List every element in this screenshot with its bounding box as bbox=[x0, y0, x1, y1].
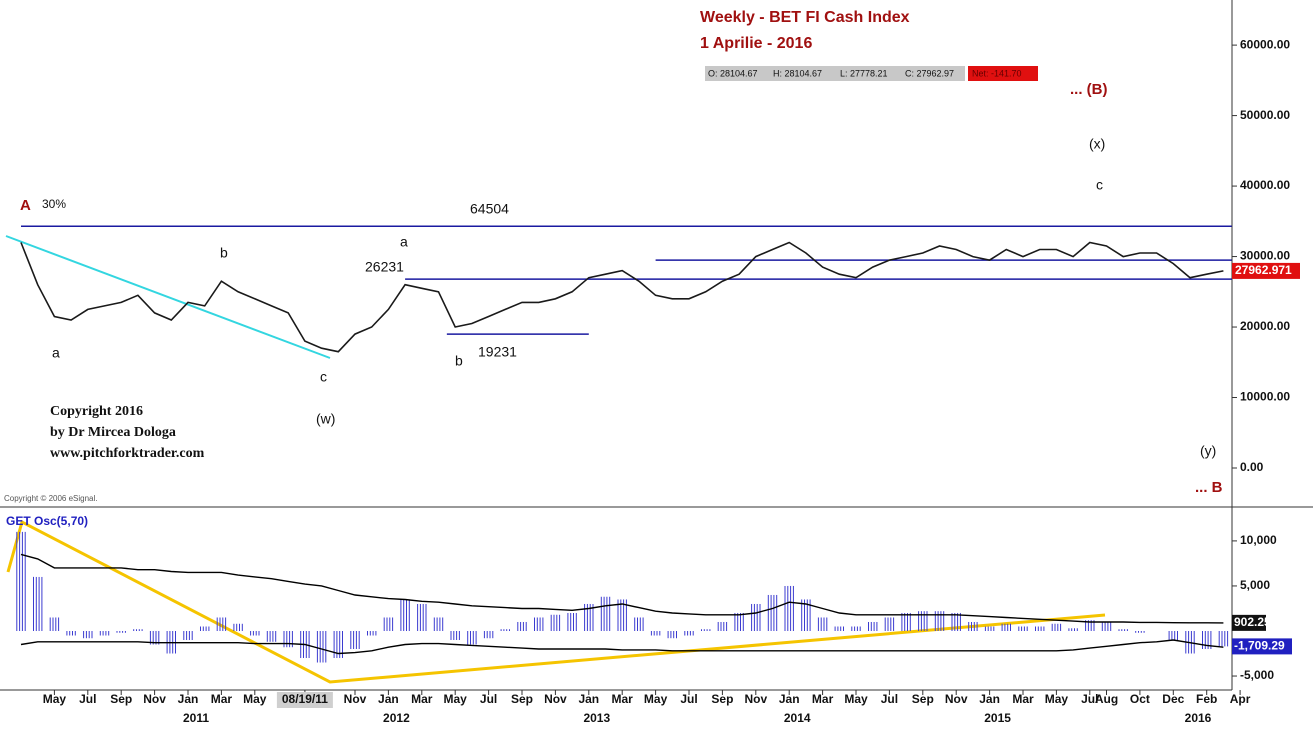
last-price-label: 27962.971 bbox=[1235, 263, 1292, 277]
y-tick-label: 0.00 bbox=[1240, 460, 1264, 474]
year-label: 2014 bbox=[784, 711, 811, 725]
net: Net: -141.70 bbox=[972, 68, 1022, 78]
x-tick-label: May bbox=[1045, 692, 1069, 706]
annotation: ... (B) bbox=[1070, 81, 1108, 98]
annotation: (y) bbox=[1200, 443, 1216, 459]
x-tick-label: May bbox=[243, 692, 267, 706]
trend-line bbox=[5, 235, 331, 359]
x-tick-label: Jan bbox=[578, 692, 599, 706]
osc-title: GET Osc(5,70) bbox=[6, 514, 88, 528]
x-tick-label: May bbox=[844, 692, 868, 706]
copyright: www.pitchforktrader.com bbox=[50, 446, 205, 461]
annotation: c bbox=[1096, 177, 1103, 193]
source: Copyright © 2006 eSignal. bbox=[4, 494, 98, 503]
x-tick-label: Sep bbox=[110, 692, 132, 706]
annotation: b bbox=[220, 245, 228, 261]
copyright: by Dr Mircea Dologa bbox=[50, 425, 176, 440]
x-tick-label: Jan bbox=[779, 692, 800, 706]
copyright: Copyright 2016 bbox=[50, 404, 143, 419]
chart-title: Weekly - BET FI Cash Index bbox=[700, 9, 910, 26]
x-tick-label: Feb bbox=[1196, 692, 1217, 706]
y-tick-label: 50000.00 bbox=[1240, 108, 1290, 122]
x-tick-label: Nov bbox=[344, 692, 367, 706]
price-line bbox=[20, 241, 1224, 353]
last-osc-label: -1,709.29 bbox=[1234, 639, 1285, 653]
x-tick-label: Mar bbox=[612, 692, 634, 706]
x-tick-label: Jul bbox=[1081, 692, 1098, 706]
annotation: a bbox=[52, 345, 60, 361]
x-tick-label: May bbox=[43, 692, 67, 706]
y-tick-label: -5,000 bbox=[1240, 668, 1274, 682]
quote: H: 28104.67 bbox=[773, 68, 822, 78]
chart-subtitle: 1 Aprilie - 2016 bbox=[700, 35, 812, 52]
x-tick-label: Jan bbox=[378, 692, 399, 706]
y-tick-label: 40000.00 bbox=[1240, 178, 1290, 192]
x-tick-label: Jul bbox=[680, 692, 697, 706]
x-tick-label: Jan bbox=[979, 692, 1000, 706]
year-label: 2015 bbox=[984, 711, 1011, 725]
x-tick-label: Aug bbox=[1095, 692, 1118, 706]
x-tick-label: Nov bbox=[945, 692, 968, 706]
annotation: c bbox=[320, 369, 327, 385]
x-tick-label: Apr bbox=[1230, 692, 1251, 706]
quote: C: 27962.97 bbox=[905, 68, 954, 78]
x-tick-label: Sep bbox=[511, 692, 533, 706]
x-tick-label: 08/19/11 bbox=[282, 692, 328, 706]
annotation: ... B bbox=[1195, 479, 1223, 496]
annotation: a bbox=[400, 234, 408, 250]
x-tick-label: Jan bbox=[178, 692, 199, 706]
annotation: A bbox=[20, 197, 31, 214]
x-tick-label: Jul bbox=[480, 692, 497, 706]
x-tick-label: Mar bbox=[1012, 692, 1034, 706]
year-label: 2016 bbox=[1185, 711, 1212, 725]
x-tick-label: Nov bbox=[143, 692, 166, 706]
x-tick-label: Jul bbox=[881, 692, 898, 706]
year-label: 2013 bbox=[583, 711, 610, 725]
x-tick-label: Mar bbox=[211, 692, 233, 706]
x-tick-label: May bbox=[644, 692, 668, 706]
net-box bbox=[968, 66, 1038, 81]
y-tick-label: 10000.00 bbox=[1240, 390, 1290, 404]
year-label: 2012 bbox=[383, 711, 410, 725]
upper-label: 902.25 bbox=[1234, 615, 1271, 629]
cursor-box bbox=[276, 692, 333, 708]
upper-box bbox=[1232, 614, 1266, 631]
annotation: 64504 bbox=[470, 201, 509, 217]
y-tick-label: 5,000 bbox=[1240, 578, 1270, 592]
x-tick-label: Nov bbox=[544, 692, 567, 706]
band-line bbox=[20, 639, 1224, 655]
x-tick-label: Sep bbox=[912, 692, 934, 706]
x-tick-label: Oct bbox=[1130, 692, 1150, 706]
annotation: (x) bbox=[1089, 136, 1105, 152]
annotation: 26231 bbox=[365, 259, 404, 275]
last-price-box bbox=[1232, 262, 1300, 279]
annotation: 30% bbox=[42, 197, 66, 211]
osc-trend-line bbox=[6, 519, 1106, 684]
x-tick-label: Sep bbox=[711, 692, 733, 706]
x-tick-label: May bbox=[444, 692, 468, 706]
y-tick-label: 30000.00 bbox=[1240, 249, 1290, 263]
annotation: (w) bbox=[316, 411, 335, 427]
band-line bbox=[20, 553, 1224, 624]
quote: L: 27778.21 bbox=[840, 68, 888, 78]
x-tick-label: Jul bbox=[79, 692, 96, 706]
x-tick-label: Nov bbox=[744, 692, 767, 706]
annotation: b bbox=[455, 353, 463, 369]
x-tick-label: Mar bbox=[411, 692, 433, 706]
x-tick-label: Dec bbox=[1162, 692, 1184, 706]
annotation: 19231 bbox=[478, 344, 517, 360]
y-tick-label: 60000.00 bbox=[1240, 37, 1290, 51]
year-label: 2011 bbox=[183, 711, 209, 725]
last-osc-box bbox=[1232, 638, 1292, 655]
y-tick-label: 20000.00 bbox=[1240, 319, 1290, 333]
x-tick-label: Mar bbox=[812, 692, 834, 706]
quote-box bbox=[705, 66, 965, 81]
y-tick-label: 10,000 bbox=[1240, 533, 1277, 547]
quote: O: 28104.67 bbox=[708, 68, 758, 78]
